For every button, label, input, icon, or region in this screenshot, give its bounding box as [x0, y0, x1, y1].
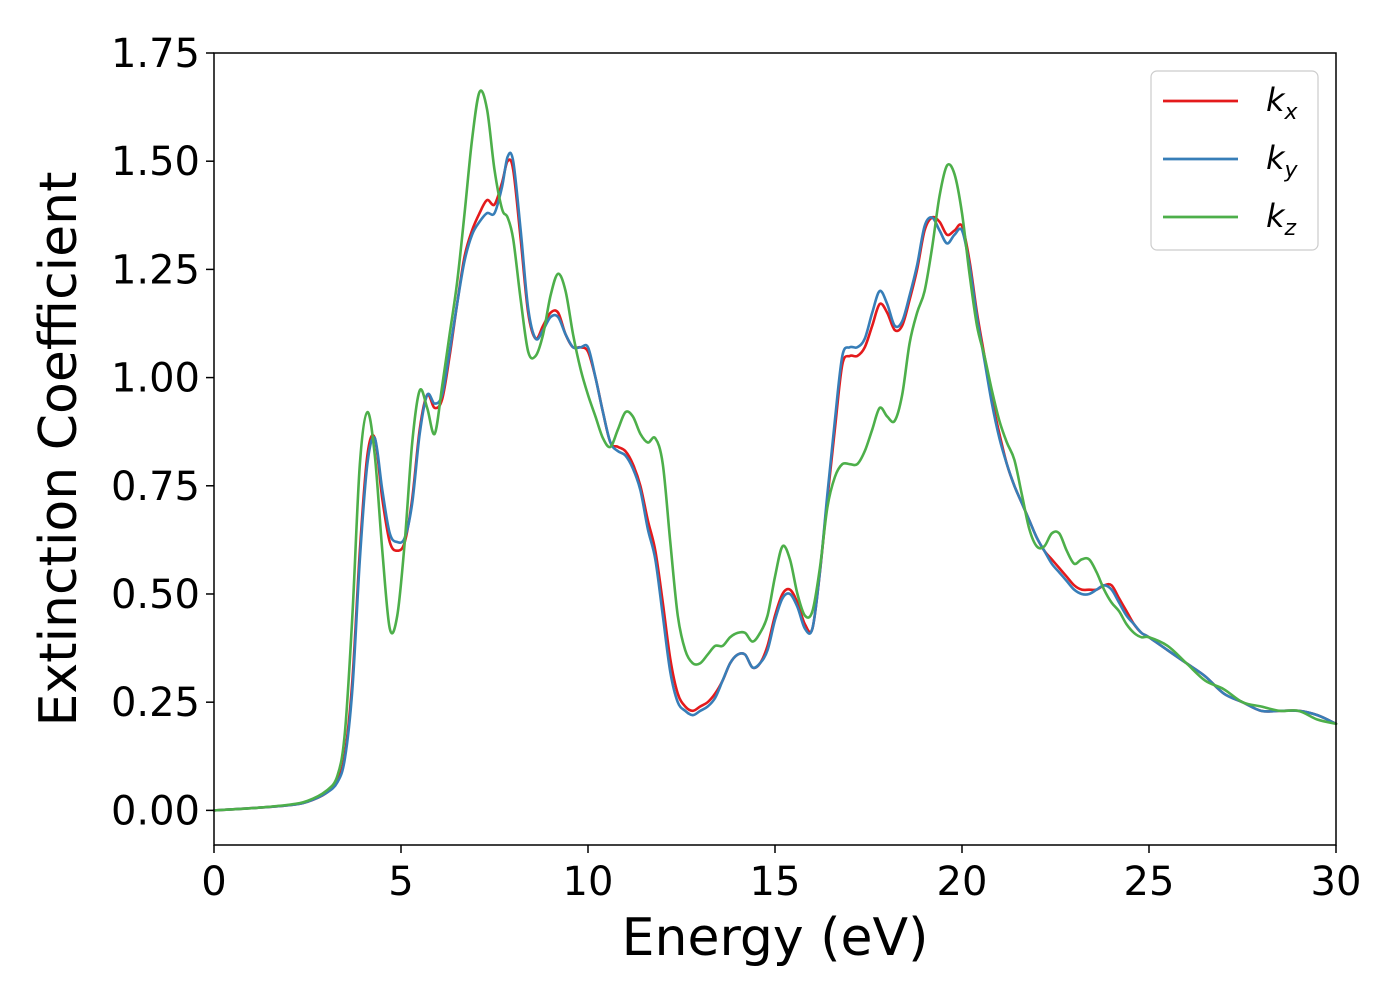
x-tick-label: 30	[1311, 859, 1362, 905]
x-axis-label: Energy (eV)	[622, 908, 929, 968]
y-axis-ticks: 0.00 0.25 0.50 0.75 1.00 1.25 1.50 1.75	[111, 31, 214, 834]
x-axis-ticks: 0 5 10 15 20 25 30	[201, 845, 1361, 905]
y-tick-label: 0.75	[111, 464, 200, 510]
legend-label-y: ky	[1266, 139, 1299, 183]
x-tick-label: 0	[201, 859, 226, 905]
legend-box	[1150, 70, 1319, 251]
x-tick-label: 25	[1124, 859, 1175, 905]
y-tick-label: 1.00	[111, 356, 200, 402]
x-tick-label: 10	[563, 859, 614, 905]
y-axis-label: Extinction Coefficient	[29, 172, 89, 727]
legend-label-x: kx	[1266, 81, 1299, 125]
y-tick-label: 1.75	[111, 31, 200, 77]
series-layer	[212, 89, 1338, 812]
legend: kx ky kz	[1150, 70, 1319, 251]
x-tick-label: 15	[750, 859, 801, 905]
x-tick-label: 20	[937, 859, 988, 905]
y-tick-label: 1.25	[111, 247, 200, 293]
legend-label-z: kz	[1266, 197, 1297, 241]
y-tick-label: 1.50	[111, 139, 200, 185]
x-tick-label: 5	[388, 859, 413, 905]
y-tick-label: 0.00	[111, 788, 200, 834]
series-line-z	[212, 89, 1338, 812]
y-tick-label: 0.50	[111, 572, 200, 618]
series-line-y	[212, 151, 1338, 812]
y-tick-label: 0.25	[111, 680, 200, 726]
